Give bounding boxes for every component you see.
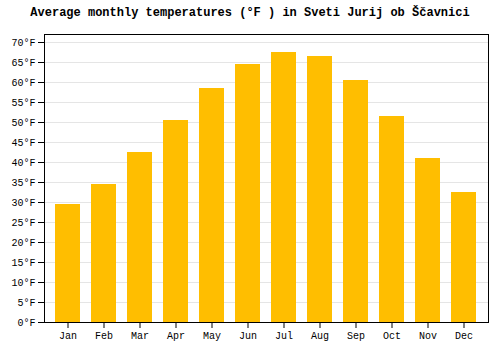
svg-text:Nov: Nov (419, 331, 437, 342)
svg-text:65°F: 65°F (11, 58, 35, 69)
svg-text:Oct: Oct (383, 331, 401, 342)
svg-text:10°F: 10°F (11, 278, 35, 289)
svg-text:25°F: 25°F (11, 218, 35, 229)
svg-text:55°F: 55°F (11, 98, 35, 109)
svg-text:Dec: Dec (455, 331, 473, 342)
svg-text:35°F: 35°F (11, 178, 35, 189)
svg-text:0°F: 0°F (17, 318, 35, 329)
svg-text:Jun: Jun (239, 331, 257, 342)
svg-text:40°F: 40°F (11, 158, 35, 169)
svg-text:50°F: 50°F (11, 118, 35, 129)
svg-text:5°F: 5°F (17, 298, 35, 309)
svg-text:70°F: 70°F (11, 38, 35, 49)
svg-text:15°F: 15°F (11, 258, 35, 269)
svg-text:Jul: Jul (275, 331, 293, 342)
svg-text:60°F: 60°F (11, 78, 35, 89)
svg-text:Jan: Jan (59, 331, 77, 342)
svg-text:Apr: Apr (167, 331, 185, 342)
svg-text:30°F: 30°F (11, 198, 35, 209)
svg-text:Feb: Feb (95, 331, 113, 342)
svg-text:45°F: 45°F (11, 138, 35, 149)
svg-text:Aug: Aug (311, 331, 329, 342)
svg-text:20°F: 20°F (11, 238, 35, 249)
html-text:Average monthly temperatures (: Average monthly temperatures (°F ) in Sv… (30, 6, 470, 20)
svg-text:May: May (203, 331, 221, 342)
svg-text:Mar: Mar (131, 331, 149, 342)
svg-text:Sep: Sep (347, 331, 365, 342)
